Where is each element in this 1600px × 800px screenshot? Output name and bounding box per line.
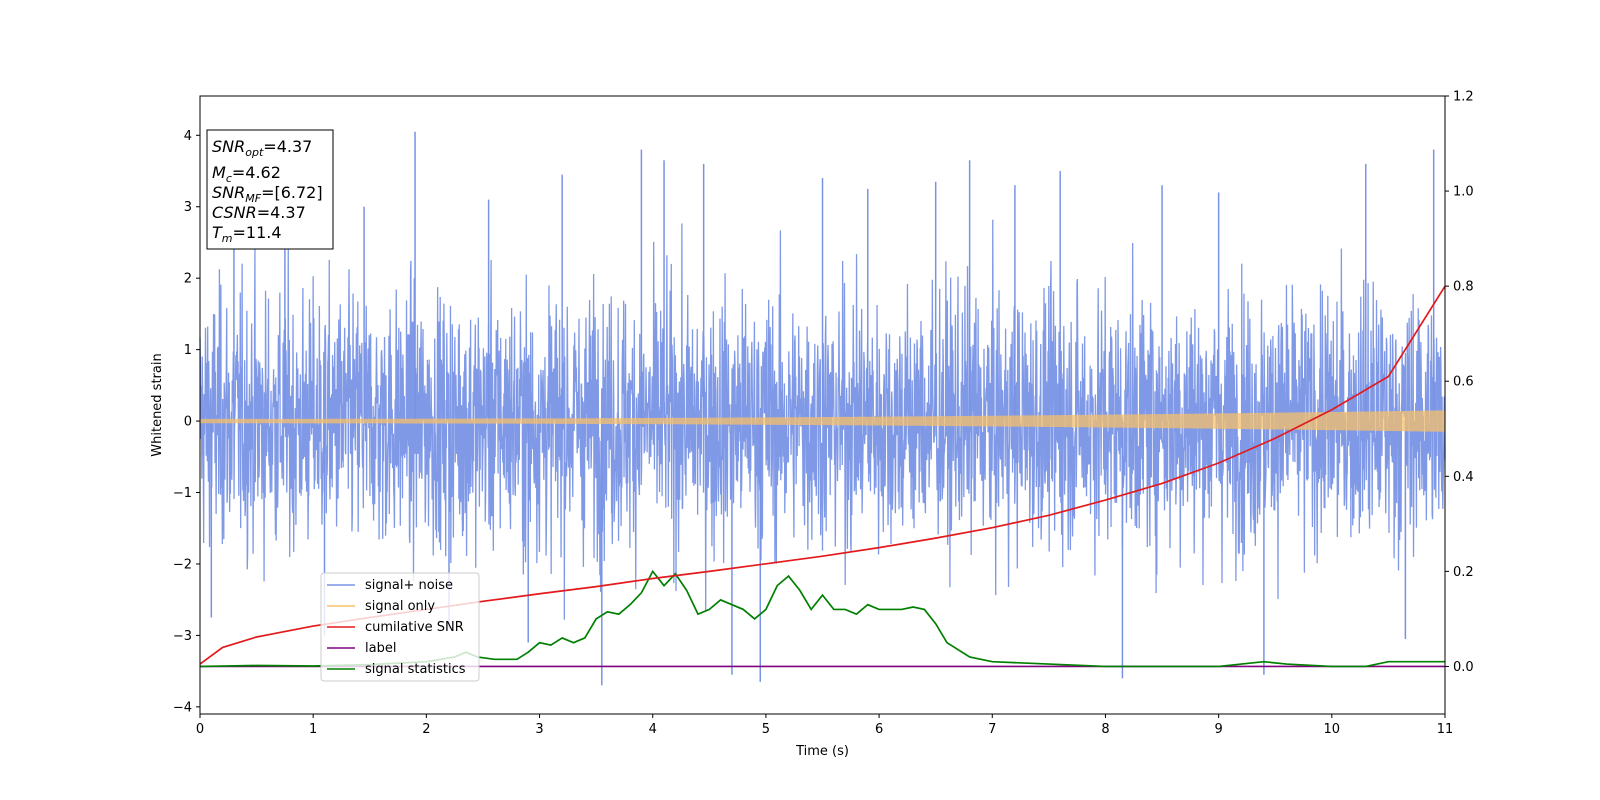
legend-label-cumulative-snr: cumilative SNR	[365, 620, 464, 635]
y-left-tick-label: −1	[173, 486, 192, 501]
y-right-tick-label: 0.2	[1453, 565, 1474, 580]
y-left-tick-label: −4	[173, 700, 192, 715]
y-left-tick-label: 2	[184, 272, 192, 287]
y-axis-label: Whitened strain	[150, 353, 165, 456]
x-axis-label: Time (s)	[795, 744, 849, 759]
y-right-tick-label: 0.0	[1453, 660, 1474, 675]
legend-label-signal-only: signal only	[365, 599, 435, 614]
x-tick-label: 7	[988, 722, 996, 737]
annotation-value: =11.4	[233, 223, 282, 242]
y-right-tick-label: 0.6	[1453, 375, 1474, 390]
x-tick-label: 2	[422, 722, 430, 737]
annotation-line-snr-mf: SNRMF=[6.72]	[212, 183, 323, 205]
annotation-subscript: MF	[245, 192, 261, 205]
annotation-value: =4.62	[232, 163, 281, 182]
legend-frame	[320, 572, 480, 682]
legend: signal+ noise signal only cumilative SNR…	[320, 572, 480, 682]
x-tick-label: 6	[875, 722, 883, 737]
x-axis: 0 1 2 3 4 5 6 7 8 9 10 11	[196, 714, 1453, 737]
y-axis-right: 0.0 0.2 0.4 0.6 0.8 1.0 1.2	[1445, 90, 1474, 675]
x-tick-label: 8	[1101, 722, 1109, 737]
annotation-line-mc: Mc=4.62	[212, 163, 281, 185]
x-tick-label: 10	[1324, 722, 1341, 737]
annotation-symbol: T	[212, 223, 223, 242]
annotation-subscript: c	[226, 172, 232, 185]
x-tick-label: 0	[196, 722, 204, 737]
legend-label-signal-noise: signal+ noise	[365, 578, 453, 593]
legend-label-label: label	[365, 641, 396, 656]
signal-noise-line	[199, 219, 1446, 620]
annotation-subscript: opt	[245, 146, 264, 159]
annotation-box: SNRopt=4.37 Mc=4.62 SNRMF=[6.72] CSNR=4.…	[206, 129, 334, 250]
annotation-symbol: SNR	[212, 183, 245, 202]
y-right-tick-label: 1.0	[1453, 185, 1474, 200]
x-tick-label: 3	[535, 722, 543, 737]
annotation-value: =[6.72]	[261, 183, 323, 202]
annotation-symbol: CSNR	[212, 203, 257, 222]
x-tick-label: 5	[762, 722, 770, 737]
legend-label-signal-statistics: signal statistics	[365, 662, 466, 677]
signal-noise-series	[199, 131, 1446, 686]
y-left-tick-label: −2	[173, 557, 192, 572]
y-right-tick-label: 1.2	[1453, 90, 1474, 105]
annotation-symbol: M	[212, 163, 226, 182]
y-right-tick-label: 0.4	[1453, 470, 1474, 485]
y-left-tick-label: 4	[184, 129, 192, 144]
x-tick-label: 11	[1437, 722, 1454, 737]
y-axis-left: −4 −3 −2 −1 0 1 2 3 4	[173, 129, 200, 715]
annotation-value: =4.37	[263, 137, 312, 156]
y-right-tick-label: 0.8	[1453, 280, 1474, 295]
y-left-tick-label: 0	[184, 415, 192, 430]
x-tick-label: 1	[309, 722, 317, 737]
x-tick-label: 9	[1214, 722, 1222, 737]
signal-statistics-line	[199, 569, 1445, 668]
annotation-line-csnr: CSNR=4.37	[212, 203, 306, 222]
plot-frame	[199, 95, 1446, 715]
annotation-line-snr-opt: SNRopt=4.37	[212, 137, 312, 159]
x-tick-label: 4	[649, 722, 657, 737]
y-left-tick-label: 1	[184, 343, 192, 358]
annotation-value: =4.37	[257, 203, 306, 222]
annotation-subscript: m	[222, 232, 233, 245]
annotation-symbol: SNR	[212, 137, 245, 156]
signal-only-line	[199, 410, 1446, 432]
y-left-tick-label: 3	[184, 200, 192, 215]
annotation-frame	[206, 129, 334, 250]
y-left-tick-label: −3	[173, 629, 192, 644]
annotation-line-tm: Tm=11.4	[212, 223, 282, 245]
signal-only-series	[199, 410, 1446, 432]
